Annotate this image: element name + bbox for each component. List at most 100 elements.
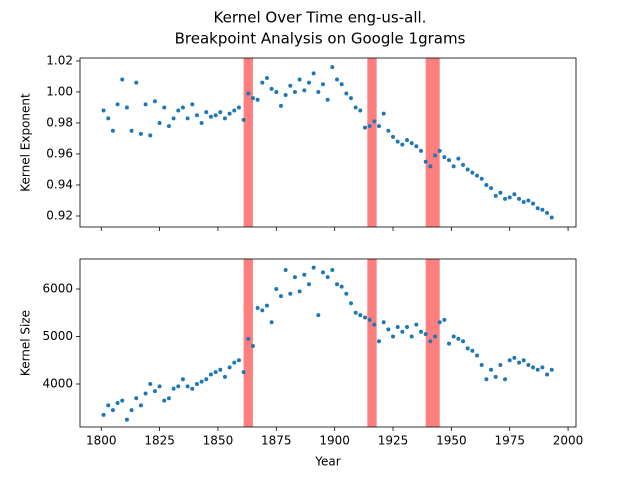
point [391, 334, 396, 339]
point [274, 89, 279, 94]
x-tick-label: 1950 [436, 434, 467, 448]
point [498, 190, 503, 195]
point [288, 291, 293, 296]
x-tick-label: 1925 [378, 434, 409, 448]
point [358, 108, 363, 113]
point [138, 131, 143, 136]
y-tick-label: 0.98 [46, 115, 73, 129]
point [428, 164, 433, 169]
point [236, 105, 241, 110]
point [456, 156, 461, 161]
point [465, 167, 470, 172]
point [218, 110, 223, 115]
point [316, 313, 321, 318]
point [493, 374, 498, 379]
point [330, 65, 335, 70]
breakpoint-span [367, 259, 377, 427]
point [521, 200, 526, 205]
point [166, 124, 171, 129]
point [479, 176, 484, 181]
point [535, 367, 540, 372]
point [325, 275, 330, 280]
point [241, 117, 246, 122]
axes-frame [79, 258, 577, 428]
point [143, 102, 148, 107]
point [232, 360, 237, 365]
point [503, 377, 508, 382]
point [194, 113, 199, 118]
point [540, 207, 545, 212]
point [535, 206, 540, 211]
point [157, 120, 162, 125]
point [330, 268, 335, 273]
point [227, 365, 232, 370]
point [484, 182, 489, 187]
point [264, 303, 269, 308]
point [405, 138, 410, 143]
point [353, 105, 358, 110]
point [358, 313, 363, 318]
point [414, 144, 419, 149]
point [409, 334, 414, 339]
point [199, 120, 204, 125]
point [367, 317, 372, 322]
point [419, 148, 424, 153]
point [148, 133, 153, 138]
point [311, 265, 316, 270]
x-tick-label: 1975 [494, 434, 525, 448]
x-axis-label: Year [314, 455, 340, 469]
point [143, 391, 148, 396]
point [106, 116, 111, 121]
point [489, 367, 494, 372]
point [148, 382, 153, 387]
point [218, 367, 223, 372]
point [484, 377, 489, 382]
point [461, 162, 466, 167]
point [325, 97, 330, 102]
point [152, 389, 157, 394]
breakpoint-span [243, 58, 253, 227]
point [204, 377, 209, 382]
point [372, 119, 377, 124]
point [288, 83, 293, 88]
point [475, 173, 480, 178]
point [110, 408, 115, 413]
point [409, 141, 414, 146]
y-tick-label: 4000 [42, 377, 73, 391]
point [531, 201, 536, 206]
point [545, 372, 550, 377]
title-line: Kernel Over Time eng-us-all. [214, 9, 427, 27]
point [377, 339, 382, 344]
point [138, 403, 143, 408]
point [246, 336, 251, 341]
point [507, 358, 512, 363]
y-axis-label: Kernel Size [19, 310, 33, 376]
point [162, 105, 167, 110]
point [372, 322, 377, 327]
point [362, 315, 367, 320]
point [134, 80, 139, 85]
x-tick-label: 1900 [319, 434, 350, 448]
point [451, 334, 456, 339]
point [171, 116, 176, 121]
x-tick-label: 2000 [553, 434, 584, 448]
point [461, 339, 466, 344]
point [241, 370, 246, 375]
point [101, 412, 106, 417]
point [278, 294, 283, 299]
point [255, 97, 260, 102]
point [507, 195, 512, 200]
point [517, 360, 522, 365]
point [465, 346, 470, 351]
point [423, 332, 428, 337]
point [405, 325, 410, 330]
point [176, 108, 181, 113]
y-tick-label: 6000 [42, 282, 73, 296]
point [190, 102, 195, 107]
point [129, 408, 134, 413]
point [297, 77, 302, 82]
point [157, 384, 162, 389]
point [222, 374, 227, 379]
point [447, 341, 452, 346]
